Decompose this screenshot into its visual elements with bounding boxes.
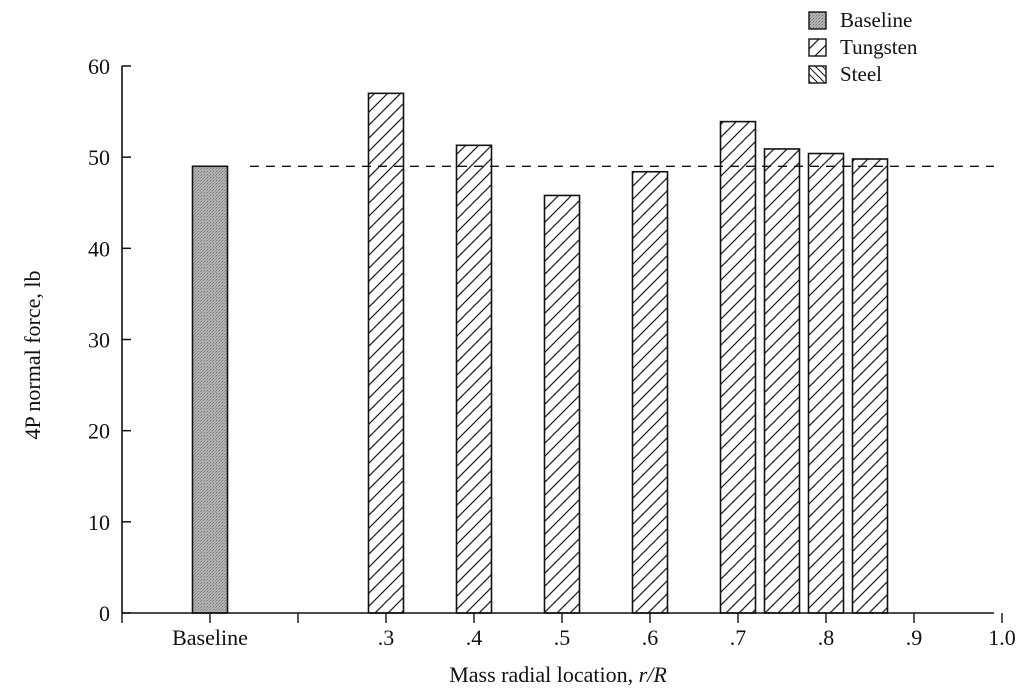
legend-label-tungsten: Tungsten bbox=[840, 35, 918, 59]
y-tick-label: 40 bbox=[88, 236, 110, 261]
x-tick-label: .6 bbox=[642, 625, 659, 650]
y-tick-label: 20 bbox=[88, 419, 110, 444]
bar-baseline-Baseline bbox=[191, 165, 229, 614]
x-tick-label: .5 bbox=[554, 625, 571, 650]
y-tick-label: 10 bbox=[88, 510, 110, 535]
bar-tungsten-0_6 bbox=[631, 170, 669, 614]
y-tick-label: 0 bbox=[99, 601, 110, 626]
bar-tungsten-0_85 bbox=[851, 158, 889, 614]
x-tick-label: .9 bbox=[906, 625, 923, 650]
legend-swatch-baseline bbox=[808, 11, 827, 30]
x-tick-label: Baseline bbox=[172, 625, 248, 650]
y-tick-label: 30 bbox=[88, 328, 110, 353]
legend: Baseline Tungsten Steel bbox=[808, 8, 918, 86]
bar-tungsten-0_7 bbox=[719, 120, 757, 614]
y-tick-label: 60 bbox=[88, 54, 110, 79]
bar-tungsten-0_8 bbox=[807, 152, 845, 614]
x-axis-title-italic: r/R bbox=[639, 662, 668, 687]
y-axis-title: 4P normal force, lb bbox=[20, 270, 45, 439]
bar-tungsten-0_5 bbox=[543, 194, 581, 614]
x-tick-label: .3 bbox=[378, 625, 395, 650]
x-axis-title: Mass radial location, r/R bbox=[449, 662, 667, 687]
bar-tungsten-0_75 bbox=[763, 148, 801, 614]
x-ticks: Baseline .3 .4 .5 .6 .7 .8 .9 1.0 bbox=[121, 613, 1016, 650]
bar-tungsten-0_3 bbox=[367, 92, 405, 614]
x-tick-label: .8 bbox=[818, 625, 835, 650]
x-tick-label: 1.0 bbox=[988, 625, 1016, 650]
legend-swatch-steel bbox=[808, 65, 827, 84]
bar-tungsten-0_4 bbox=[455, 144, 493, 614]
bars-layer bbox=[191, 92, 889, 614]
x-tick-label: .4 bbox=[466, 625, 483, 650]
legend-swatch-tungsten bbox=[808, 38, 827, 57]
y-tick-label: 50 bbox=[88, 145, 110, 170]
legend-label-baseline: Baseline bbox=[840, 8, 912, 32]
x-axis-title-text: Mass radial location, bbox=[449, 662, 638, 687]
x-tick-label: .7 bbox=[730, 625, 747, 650]
y-ticks: 0 10 20 30 40 50 60 bbox=[88, 54, 131, 626]
legend-label-steel: Steel bbox=[840, 62, 882, 86]
